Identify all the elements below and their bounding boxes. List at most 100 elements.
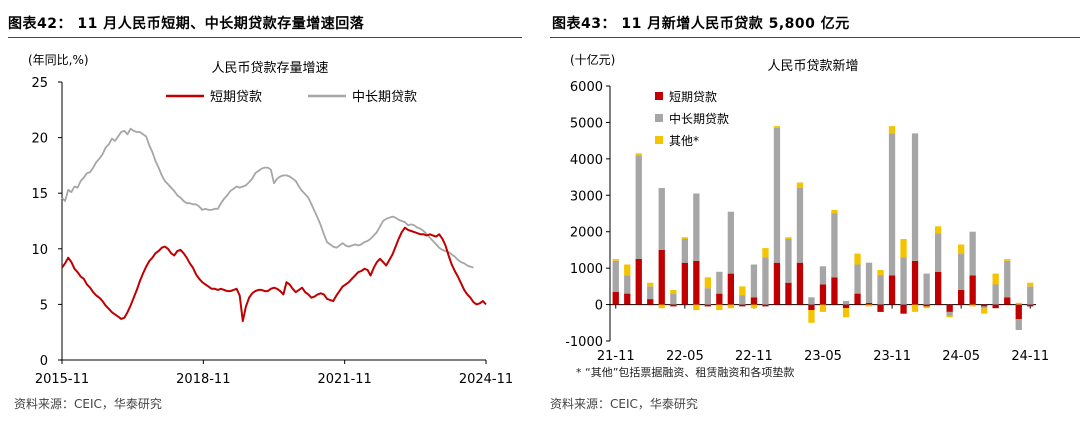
bar-短期贷款-22-01 [635, 259, 642, 305]
bar-中长期贷款-22-01 [635, 155, 642, 259]
bar-中长期贷款-24-10 [1015, 319, 1022, 330]
bar-短期贷款-21-12 [624, 293, 631, 305]
bar-中长期贷款-22-06 [693, 193, 700, 261]
bar-中长期贷款-22-02 [647, 286, 654, 300]
y-tick-label: 0 [595, 299, 603, 314]
bar-短期贷款-22-12 [762, 304, 769, 307]
bar-短期贷款-22-02 [647, 299, 654, 305]
legend-label: 中长期贷款 [669, 111, 729, 126]
y-tick-label: 20 [31, 132, 48, 147]
y-tick-label: 5 [40, 298, 48, 313]
bar-短期贷款-24-06 [969, 275, 976, 305]
bar-短期贷款-23-11 [888, 275, 896, 305]
bar-短期贷款-23-12 [900, 304, 907, 314]
figure-43-panel: 图表43： 11 月新增人民币贷款 5,800 亿元 (十亿元) 人民币贷款新增… [548, 0, 1080, 426]
bar-中长期贷款-23-02 [785, 239, 792, 283]
y-tick-label: 25 [31, 76, 48, 91]
bar-其他*-22-10 [739, 286, 746, 296]
bar-其他*-24-04 [946, 315, 953, 318]
bar-中长期贷款-22-10 [739, 295, 746, 305]
y-unit-label: (年同比,%) [28, 53, 89, 67]
bar-短期贷款-23-06 [831, 277, 838, 305]
y-tick-label: 2000 [570, 226, 603, 241]
bar-中长期贷款-24-01 [911, 133, 919, 261]
bar-其他*-22-04 [670, 290, 677, 294]
bar-其他*-22-06 [693, 304, 700, 311]
bar-短期贷款-22-06 [693, 260, 700, 305]
bar-短期贷款-23-07 [842, 304, 850, 309]
bar-短期贷款-22-03 [658, 249, 665, 305]
bar-其他*-24-07 [981, 308, 988, 314]
legend-label: 中长期贷款 [352, 90, 417, 105]
bar-短期贷款-23-05 [819, 284, 827, 305]
bar-短期贷款-23-03 [796, 262, 804, 305]
bar-其他*-24-03 [935, 226, 942, 234]
bar-短期贷款-24-07 [981, 304, 988, 307]
bar-短期贷款-23-09 [865, 302, 873, 305]
bar-中长期贷款-23-06 [831, 213, 838, 278]
bar-其他*-22-07 [704, 277, 711, 289]
y-tick-label: 5000 [570, 116, 603, 131]
y-tick-label: 4000 [570, 153, 603, 168]
bar-其他*-22-02 [647, 282, 654, 287]
bar-中长期贷款-24-09 [1004, 260, 1011, 298]
bar-中长期贷款-24-07 [981, 306, 988, 309]
bar-中长期贷款-22-04 [670, 293, 677, 305]
x-tick-label: 22-05 [666, 349, 704, 364]
bar-中长期贷款-23-05 [819, 266, 827, 285]
series-line-短期贷款 [61, 226, 487, 323]
bar-中长期贷款-23-10 [877, 275, 884, 305]
bar-其他*-24-11 [1027, 282, 1034, 287]
bar-中长期贷款-22-07 [704, 288, 711, 305]
chart-title: 人民币贷款新增 [767, 58, 858, 74]
bar-其他*-23-07 [842, 308, 850, 318]
bar-中长期贷款-23-04 [808, 297, 815, 305]
bar-其他*-24-09 [1004, 259, 1011, 261]
x-tick-label: 2018-11 [176, 372, 230, 387]
x-tick-label: 21-11 [597, 349, 635, 364]
bar-其他*-23-01 [773, 126, 781, 128]
bar-其他*-23-11 [888, 126, 896, 134]
bar-短期贷款-24-08 [992, 304, 999, 309]
legend-label: 短期贷款 [210, 90, 262, 105]
bar-中长期贷款-23-12 [900, 257, 907, 305]
bar-短期贷款-24-02 [923, 304, 930, 307]
y-tick-label: 3000 [570, 189, 603, 204]
series-line-中长期贷款 [61, 127, 474, 269]
figure-43-footnote: * “其他”包括票据融资、租赁融资和各项垫款 [576, 366, 795, 379]
bar-其他*-22-11 [750, 304, 758, 309]
bar-中长期贷款-21-11 [612, 260, 619, 292]
figure-43-source: 资料来源：CEIC，华泰研究 [550, 397, 698, 411]
figure-42-title-rule [8, 37, 522, 38]
bar-短期贷款-21-11 [612, 291, 619, 305]
bar-其他*-22-01 [635, 153, 642, 156]
legend-swatch [655, 136, 663, 144]
bar-其他*-22-09 [727, 304, 734, 309]
legend-label: 其他* [669, 134, 699, 148]
bar-中长期贷款-22-08 [716, 271, 723, 294]
bar-中长期贷款-24-05 [958, 253, 965, 290]
chart-axes: 0 5 10 15 20 25 2015-11 2018-11 2021-11 2024-11 [31, 76, 513, 387]
bar-其他*-23-09 [865, 304, 873, 307]
bar-中长期贷款-24-03 [935, 233, 942, 272]
bar-中长期贷款-21-12 [624, 275, 631, 294]
x-tick-label: 2021-11 [318, 372, 372, 387]
bar-中长期贷款-24-02 [923, 273, 930, 305]
bar-其他*-24-01 [911, 304, 919, 312]
bar-中长期贷款-22-05 [681, 239, 688, 263]
bar-中长期贷款-22-11 [750, 264, 758, 298]
figure-42-title: 图表42： 11 月人民币短期、中长期贷款存量增速回落 [8, 16, 365, 32]
bar-中长期贷款-23-03 [796, 188, 804, 263]
bar-短期贷款-24-05 [958, 290, 965, 305]
legend-swatch [655, 114, 663, 122]
bar-其他*-23-10 [877, 270, 884, 276]
bar-其他*-23-04 [808, 310, 815, 323]
bar-短期贷款-24-01 [911, 260, 919, 305]
bar-中长期贷款-22-03 [658, 188, 665, 250]
bar-其他*-23-08 [854, 253, 861, 265]
figure-42-panel: 图表42： 11 月人民币短期、中长期贷款存量增速回落 (年同比,%) 人民币贷… [0, 0, 530, 426]
bar-其他*-22-05 [681, 237, 688, 239]
x-tick-label: 22-11 [735, 349, 773, 364]
y-tick-label: 10 [31, 243, 48, 258]
